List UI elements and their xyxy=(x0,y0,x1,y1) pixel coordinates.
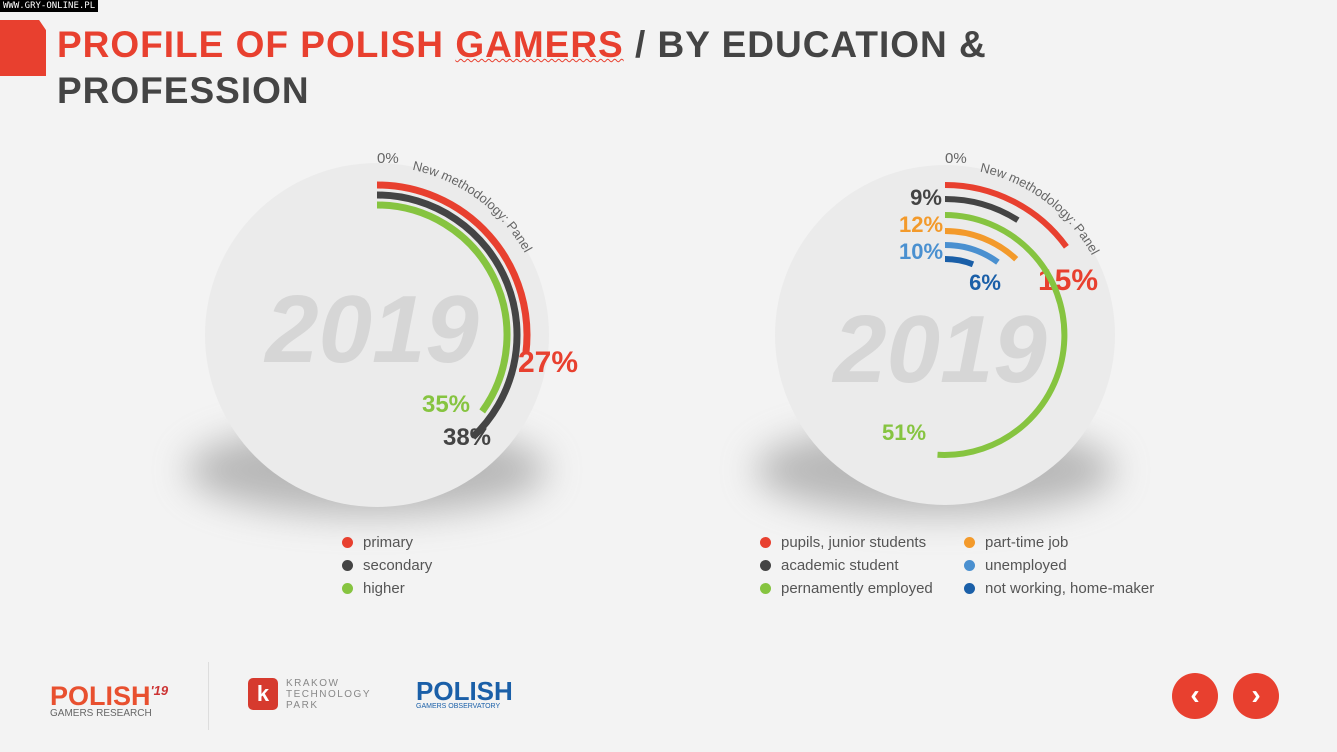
legend-label: pernamently employed xyxy=(781,580,933,597)
legend-dot-icon xyxy=(964,537,975,548)
data-label: 38% xyxy=(443,424,491,451)
data-label: 27% xyxy=(518,346,578,379)
legend-item: pernamently employed xyxy=(760,577,964,600)
zero-label: 0% xyxy=(377,150,399,167)
legend-dot-icon xyxy=(964,560,975,571)
divider xyxy=(208,662,209,730)
legend-dot-icon xyxy=(760,583,771,594)
arc-pernamently-employed xyxy=(937,212,1068,458)
ktp-logo-icon: k xyxy=(248,678,278,710)
legend-label: part-time job xyxy=(985,534,1069,551)
legend-label: higher xyxy=(363,580,405,597)
legend-item: part-time job xyxy=(964,531,1164,554)
legend-label: academic student xyxy=(781,557,899,574)
watermark: WWW.GRY-ONLINE.PL xyxy=(0,0,99,12)
legend-dot-icon xyxy=(760,560,771,571)
data-label: 35% xyxy=(422,391,470,418)
title-accent xyxy=(0,20,46,76)
polish-gamers-observatory-logo: POLISH GAMERS OBSERVATORY xyxy=(416,676,513,710)
legend-dot-icon xyxy=(342,583,353,594)
arc-higher xyxy=(376,201,511,414)
legend-label: pupils, junior students xyxy=(781,534,927,551)
legend-item: unemployed xyxy=(964,554,1164,577)
data-label: 10% xyxy=(899,239,943,264)
data-label: 51% xyxy=(882,420,926,445)
legend-dot-icon xyxy=(760,537,771,548)
legend-education: primary secondary higher xyxy=(342,531,432,600)
legend-label: secondary xyxy=(363,557,433,574)
legend-item: academic student xyxy=(760,554,964,577)
next-button[interactable]: › xyxy=(1233,673,1279,719)
year-label: 2019 xyxy=(831,296,1047,403)
page-title: PROFILE OF POLISH GAMERS / BY EDUCATION … xyxy=(57,24,987,111)
chart-background xyxy=(205,163,549,507)
legend-label: not working, home-maker xyxy=(985,580,1155,597)
ktp-logo-text: KRAKOW TECHNOLOGY PARK xyxy=(286,678,372,711)
legend-dot-icon xyxy=(342,560,353,571)
legend-item: not working, home-maker xyxy=(964,577,1164,600)
polish-gamers-research-logo: POLISH'19 GAMERS RESEARCH xyxy=(50,681,169,719)
arc-secondary xyxy=(376,191,521,440)
arc-not-working-home-maker xyxy=(944,255,975,268)
arc-part-time-job xyxy=(944,228,1019,262)
legend-item: higher xyxy=(342,577,432,600)
data-label: 12% xyxy=(899,212,943,237)
legend-item: secondary xyxy=(342,554,432,577)
legend-item: pupils, junior students xyxy=(760,531,964,554)
data-label: 6% xyxy=(969,270,1001,295)
prev-button[interactable]: ‹ xyxy=(1172,673,1218,719)
arc-unemployed xyxy=(944,242,1000,265)
data-label: 9% xyxy=(910,185,942,210)
legend-dot-icon xyxy=(342,537,353,548)
year-label: 2019 xyxy=(263,276,479,383)
legend-label: unemployed xyxy=(985,557,1067,574)
legend-label: primary xyxy=(363,534,414,551)
legend-item: primary xyxy=(342,531,432,554)
legend-profession: pupils, junior students part-time job acad… xyxy=(760,531,1164,600)
arc-pupils-junior-students xyxy=(944,181,1069,249)
legend-dot-icon xyxy=(964,583,975,594)
zero-label: 0% xyxy=(945,150,967,167)
arc-primary xyxy=(376,181,531,355)
arc-academic-student xyxy=(944,196,1020,223)
